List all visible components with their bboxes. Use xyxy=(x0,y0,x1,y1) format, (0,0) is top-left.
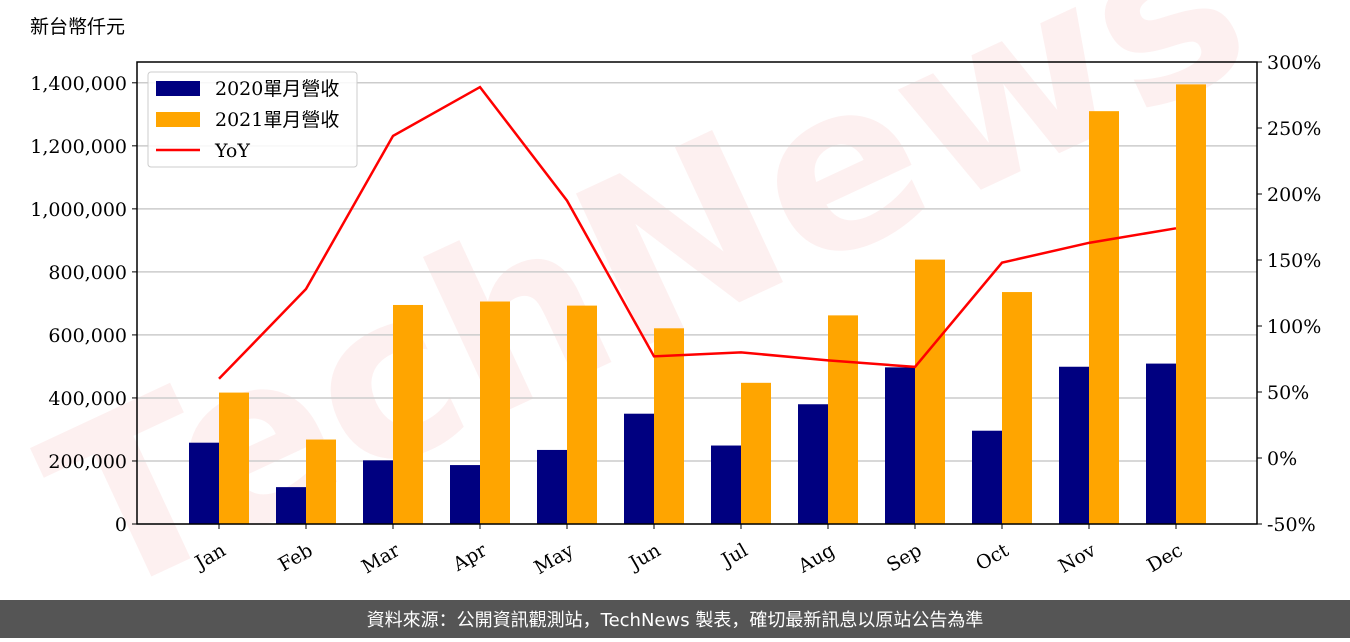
bar xyxy=(828,315,858,524)
x-tick-label: Nov xyxy=(1055,539,1100,578)
x-tick-label: Jun xyxy=(624,539,665,575)
bar xyxy=(567,305,597,524)
bar xyxy=(450,465,480,524)
bar xyxy=(1002,292,1032,524)
line xyxy=(218,85,1177,380)
bar xyxy=(363,460,393,524)
legend-box xyxy=(147,71,358,168)
y2-tick-label: 150% xyxy=(1267,250,1321,272)
bar xyxy=(915,259,945,524)
y2-tick-label: 250% xyxy=(1267,118,1321,140)
bar xyxy=(711,445,741,524)
x-tick-label: Aug xyxy=(794,539,839,578)
bar xyxy=(219,392,249,524)
y-tick-label: 600,000 xyxy=(48,325,127,347)
plot-frame xyxy=(136,61,1258,525)
footer-bar xyxy=(0,600,1350,638)
x-tick-label: Mar xyxy=(358,539,404,578)
bar xyxy=(1089,111,1119,524)
bar xyxy=(624,413,654,524)
y-tick-label: 400,000 xyxy=(48,388,127,410)
bar xyxy=(1146,363,1176,524)
y-tick-label: 800,000 xyxy=(48,262,127,284)
y2-tick-label: 50% xyxy=(1267,382,1309,404)
bar xyxy=(741,382,771,524)
bar xyxy=(393,304,423,524)
legend-swatch xyxy=(156,112,200,127)
y2-tick-label: -50% xyxy=(1267,514,1316,536)
bar xyxy=(480,301,510,524)
y2-tick-label: 0% xyxy=(1267,448,1297,470)
legend-label: 2021單月營收 xyxy=(215,109,339,131)
bar xyxy=(654,328,684,524)
y2-tick-label: 100% xyxy=(1267,316,1321,338)
y-tick-label: 0 xyxy=(115,514,127,536)
footer: 資料來源：公開資訊觀測站，TechNews 製表，確切最新訊息以原站公告為準 xyxy=(367,610,984,631)
bar xyxy=(276,487,306,524)
y-tick-label: 1,000,000 xyxy=(30,199,127,221)
legend-label: 2020單月營收 xyxy=(215,78,339,100)
y2-tick-label: 300% xyxy=(1267,52,1321,74)
x-tick-label: Sep xyxy=(883,539,926,576)
x-tick-label: May xyxy=(531,539,578,579)
bar xyxy=(306,439,336,524)
legend-label: YoY xyxy=(214,140,250,162)
x-tick-label: Oct xyxy=(972,539,1013,575)
bar xyxy=(189,442,219,524)
y-tick-label: 1,200,000 xyxy=(30,136,127,158)
x-tick-label: Dec xyxy=(1143,539,1186,577)
y-tick-label: 1,400,000 xyxy=(30,73,127,95)
bar xyxy=(972,430,1002,524)
y-tick-label: 200,000 xyxy=(48,451,127,473)
bar xyxy=(537,449,567,524)
y2-tick-label: 200% xyxy=(1267,184,1321,206)
x-tick-label: Apr xyxy=(448,539,491,576)
bar xyxy=(1176,84,1206,524)
bar xyxy=(885,367,915,524)
unit-label: 新台幣仟元 xyxy=(30,16,125,38)
bar xyxy=(798,404,828,524)
legend-swatch xyxy=(156,81,200,96)
bar xyxy=(1059,366,1089,524)
x-tick-label: Jul xyxy=(716,539,751,572)
